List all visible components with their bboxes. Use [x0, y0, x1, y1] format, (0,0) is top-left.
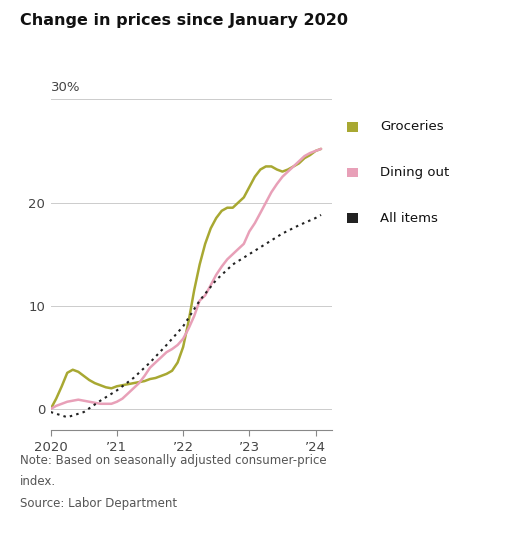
- Text: Groceries: Groceries: [380, 120, 444, 133]
- Text: Dining out: Dining out: [380, 166, 450, 179]
- Text: All items: All items: [380, 212, 438, 224]
- Text: Change in prices since January 2020: Change in prices since January 2020: [20, 13, 348, 28]
- Text: index.: index.: [20, 475, 56, 488]
- Text: Note: Based on seasonally adjusted consumer-price: Note: Based on seasonally adjusted consu…: [20, 454, 327, 467]
- Text: 30%: 30%: [51, 81, 80, 94]
- Text: Source: Labor Department: Source: Labor Department: [20, 497, 177, 510]
